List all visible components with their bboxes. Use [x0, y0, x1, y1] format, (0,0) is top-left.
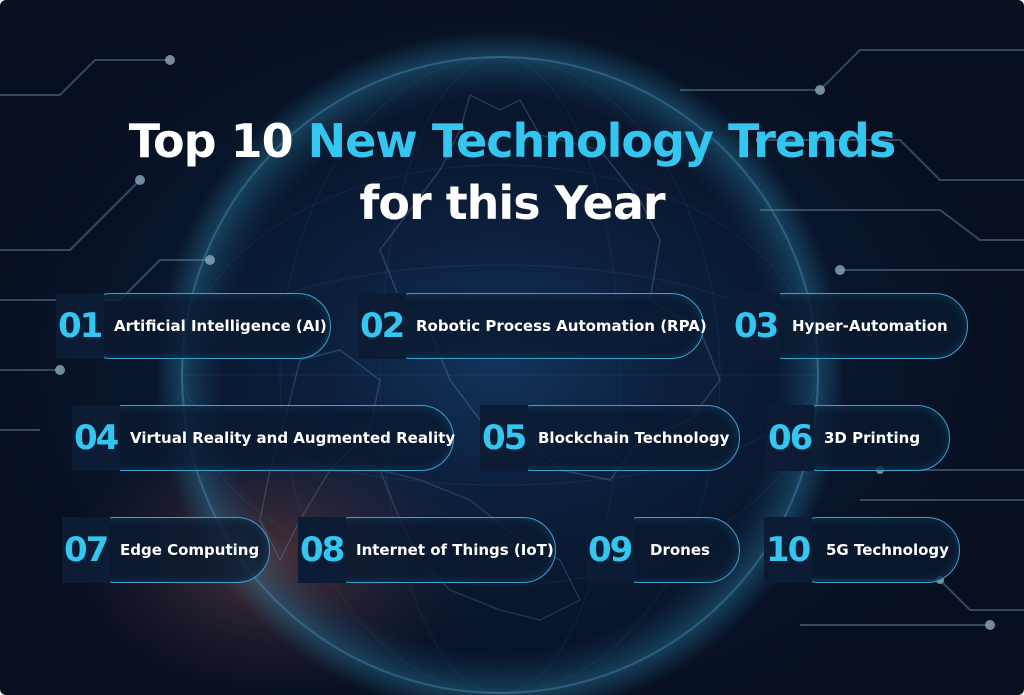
trend-number-10: 10: [764, 517, 813, 583]
trend-label-10: 5G Technology: [826, 541, 949, 559]
title-line-2: for this Year: [359, 176, 665, 230]
trend-number-01: 01: [56, 293, 105, 359]
trend-number-09: 09: [586, 517, 635, 583]
trend-pill-02: [378, 293, 704, 359]
title-accent: New Technology Trends: [307, 114, 897, 168]
trend-label-05: Blockchain Technology: [538, 429, 730, 447]
trend-pill-08: [318, 517, 556, 583]
trend-number-03: 03: [732, 293, 781, 359]
trend-number-08: 08: [298, 517, 347, 583]
page-title: Top 10 New Technology Trends for this Ye…: [0, 110, 1024, 234]
trend-number-02: 02: [358, 293, 407, 359]
trend-pill-03: [752, 293, 968, 359]
trend-label-08: Internet of Things (IoT): [356, 541, 554, 559]
trend-label-07: Edge Computing: [120, 541, 260, 559]
trend-number-04: 04: [72, 405, 121, 471]
trend-label-09: Drones: [650, 541, 710, 559]
trend-pill-05: [500, 405, 740, 471]
trend-number-07: 07: [62, 517, 111, 583]
trend-label-02: Robotic Process Automation (RPA): [416, 317, 707, 335]
trend-pill-04: [90, 405, 454, 471]
trend-label-04: Virtual Reality and Augmented Reality: [130, 429, 456, 447]
title-prefix: Top 10: [128, 114, 308, 168]
trend-pill-01: [78, 293, 331, 359]
trend-label-01: Artificial Intelligence (AI): [114, 317, 327, 335]
trend-number-05: 05: [480, 405, 529, 471]
trend-label-06: 3D Printing: [824, 429, 921, 447]
trend-pill-07: [82, 517, 270, 583]
trend-label-03: Hyper-Automation: [792, 317, 948, 335]
trend-pill-10: [786, 517, 960, 583]
trend-number-06: 06: [766, 405, 815, 471]
